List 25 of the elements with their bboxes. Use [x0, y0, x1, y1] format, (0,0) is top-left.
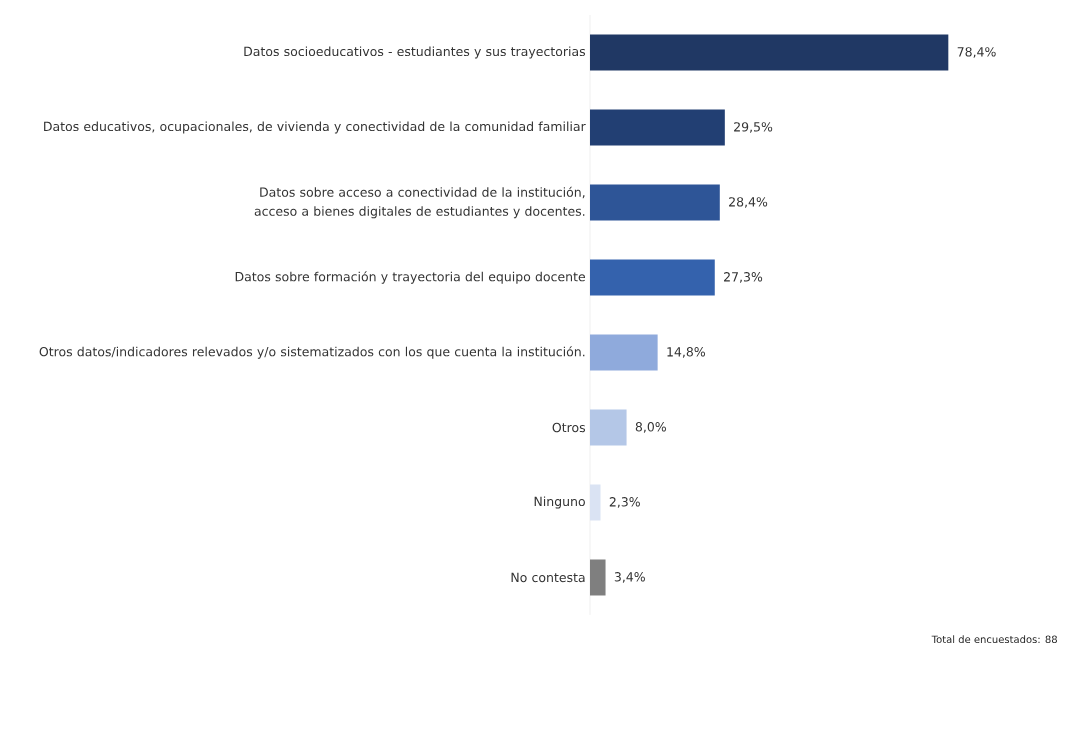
data-label: 78,4%: [957, 47, 996, 58]
bar: [590, 484, 601, 521]
data-label: 14,8%: [667, 347, 706, 358]
y-tick-label: Datos educativos, ocupacionales, de vivienda y conectividad de la comunidad familiar: [44, 121, 586, 134]
text: Total de encuestados: 88: [931, 635, 1057, 644]
data-label: 8,0%: [635, 422, 666, 433]
bar: [590, 559, 606, 596]
data-label: 28,4%: [729, 197, 768, 208]
y-tick-label: Datos sobre acceso a conectividad de la institución, acceso a bienes digitales de estudiantes y docentes.: [254, 186, 585, 219]
bar: [590, 409, 627, 446]
bar: [590, 334, 658, 371]
y-tick-label: Otros: [552, 422, 586, 433]
y-tick-label: Datos socioeducativos - estudiantes y sus trayectorias: [244, 46, 586, 59]
y-tick-label: No contesta: [511, 572, 585, 583]
data-label: 29,5%: [734, 122, 773, 133]
bar: [590, 34, 949, 71]
bar: [590, 184, 720, 221]
y-tick-label: Otros datos/indicadores relevados y/o sistematizados con los que cuenta la institución.: [39, 346, 585, 359]
y-tick-label: Ninguno: [534, 496, 585, 509]
data-label: 2,3%: [609, 497, 640, 508]
bar: [590, 109, 725, 146]
data-label: 3,4%: [614, 572, 645, 583]
data-label: 27,3%: [724, 272, 763, 283]
y-tick-label: Datos sobre formación y trayectoria del equipo docente: [235, 271, 585, 284]
bar: [590, 259, 715, 296]
